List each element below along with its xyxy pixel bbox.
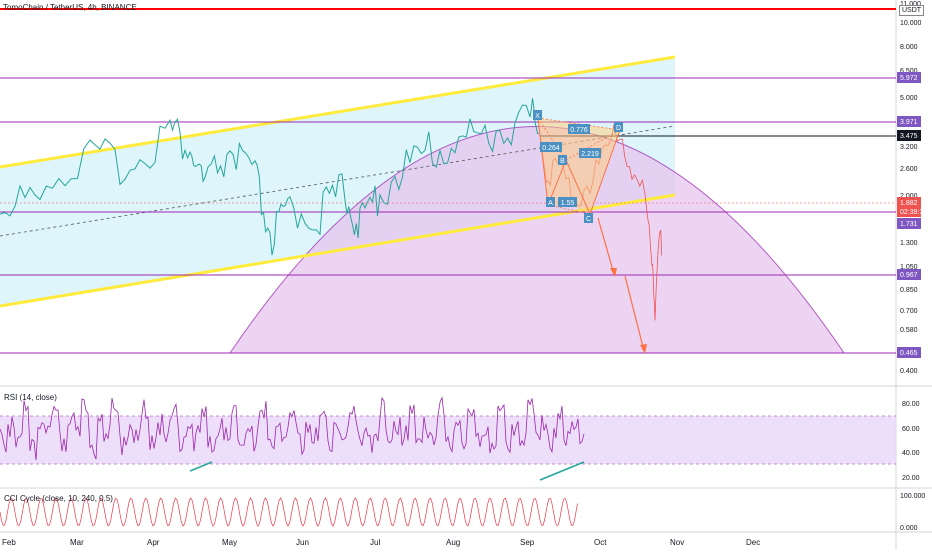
- pattern-label-d[interactable]: D: [614, 122, 623, 132]
- price-badge-label: 0.967: [900, 272, 918, 279]
- price-tick-label: 0.580: [900, 327, 918, 334]
- pattern-ratio-xb[interactable]: 0.264: [540, 142, 562, 152]
- currency-badge[interactable]: USDT: [899, 5, 925, 16]
- price-badge: [897, 197, 921, 208]
- price-tick-label: 0.700: [900, 308, 918, 315]
- price-tick-label: 1.050: [900, 264, 918, 271]
- svg-text:B: B: [560, 158, 565, 165]
- price-tick-label: 0.400: [900, 368, 918, 375]
- cci-tick-label: 0.000: [900, 525, 918, 532]
- arrow-down-icon[interactable]: [624, 275, 647, 354]
- price-axis[interactable]: 11.00010.0008.0006.5005.0004.0003.2002.6…: [900, 1, 922, 375]
- rsi-tick-label: 20.00: [902, 475, 920, 482]
- price-series[interactable]: [0, 98, 539, 256]
- rsi-axis: 80.00 60.00 40.00 20.00: [902, 401, 920, 482]
- svg-text:0.264: 0.264: [542, 145, 560, 152]
- time-label: Mar: [70, 538, 84, 547]
- time-label: Apr: [147, 538, 160, 547]
- time-label: Aug: [446, 538, 460, 547]
- cci-axis: 100.000 0.000: [900, 493, 925, 532]
- price-axis-badges: 5.972 3.971 3.475 1.882 02:39:39 1.731 0.967 0.…: [897, 72, 927, 358]
- price-tick-label: 3.200: [900, 144, 918, 151]
- pattern-label-c[interactable]: C: [584, 213, 593, 223]
- pattern-xb-line: [537, 117, 567, 161]
- price-badge: [897, 269, 921, 280]
- rsi-divergence-line-2[interactable]: [539, 461, 585, 481]
- time-axis[interactable]: Feb Mar Apr May Jun Jul Aug Sep Oct Nov Dec: [2, 538, 760, 547]
- price-badge-label: 1.731: [900, 221, 918, 228]
- price-badge: [897, 116, 921, 127]
- time-label: Nov: [670, 538, 684, 547]
- price-tick-label: 5.000: [900, 95, 918, 102]
- price-badge: [897, 206, 921, 217]
- time-label: Jun: [296, 538, 309, 547]
- pattern-ratio-bd[interactable]: 2.219: [579, 148, 601, 158]
- pattern-ratio-ac[interactable]: 1.55: [558, 197, 577, 207]
- cci-tick-label: 100.000: [900, 493, 925, 500]
- rsi-tick-label: 60.00: [902, 426, 920, 433]
- pattern-label-b[interactable]: B: [558, 155, 567, 165]
- time-label: Dec: [746, 538, 760, 547]
- svg-text:1.55: 1.55: [561, 200, 575, 207]
- pattern-ratio-xd[interactable]: 0.776: [568, 124, 590, 134]
- price-tick-label: 1.300: [900, 240, 918, 247]
- rsi-tick-label: 80.00: [902, 401, 920, 408]
- price-tick-label: 11.000: [900, 1, 921, 8]
- rsi-series[interactable]: [0, 396, 585, 461]
- cci-title[interactable]: CCI Cycle (close, 10, 240, 0.5): [4, 494, 113, 503]
- price-badge: [897, 347, 921, 358]
- pattern-ac-line: [547, 204, 591, 215]
- price-badge-label: 3.971: [900, 119, 918, 126]
- price-badge: [897, 130, 921, 141]
- channel-upper-line[interactable]: [0, 55, 676, 169]
- price-badge-label: 0.465: [900, 350, 918, 357]
- price-tick-label: 2.600: [900, 166, 918, 173]
- svg-text:0.776: 0.776: [570, 127, 588, 134]
- price-tick-label: 10.000: [900, 20, 922, 27]
- channel-lower-line[interactable]: [0, 193, 676, 308]
- price-badge-label: 1.882: [900, 200, 918, 207]
- time-label: May: [222, 538, 237, 547]
- time-label: Jul: [370, 538, 380, 547]
- time-label: Feb: [2, 538, 16, 547]
- svg-text:C: C: [586, 216, 591, 223]
- price-badge: [897, 72, 921, 83]
- rsi-tick-label: 40.00: [902, 450, 920, 457]
- pattern-label-x[interactable]: X: [533, 110, 542, 120]
- pattern-label-a[interactable]: A: [546, 197, 555, 207]
- time-label: Oct: [594, 538, 607, 547]
- svg-text:A: A: [548, 200, 553, 207]
- price-tick-label: 6.500: [900, 68, 918, 75]
- price-badge: [897, 218, 921, 229]
- cci-series[interactable]: [0, 497, 578, 527]
- price-badge-label: 3.475: [900, 133, 918, 140]
- rsi-title[interactable]: RSI (14, close): [4, 393, 57, 402]
- svg-text:2.219: 2.219: [581, 151, 599, 158]
- price-badge-label: 5.972: [900, 75, 918, 82]
- symbol-title[interactable]: TomoChain / TetherUS, 4h, BINANCE: [3, 3, 137, 12]
- price-tick-label: 0.850: [900, 287, 918, 294]
- rsi-divergence-line-1[interactable]: [189, 461, 213, 472]
- price-badge-label: 02:39:39: [900, 209, 927, 216]
- svg-text:D: D: [616, 125, 621, 132]
- arrow-down-icon[interactable]: [597, 217, 617, 277]
- svg-text:X: X: [535, 113, 540, 120]
- price-tick-label: 2.000: [900, 193, 918, 200]
- time-label: Sep: [520, 538, 535, 547]
- price-tick-label: 8.000: [900, 44, 918, 51]
